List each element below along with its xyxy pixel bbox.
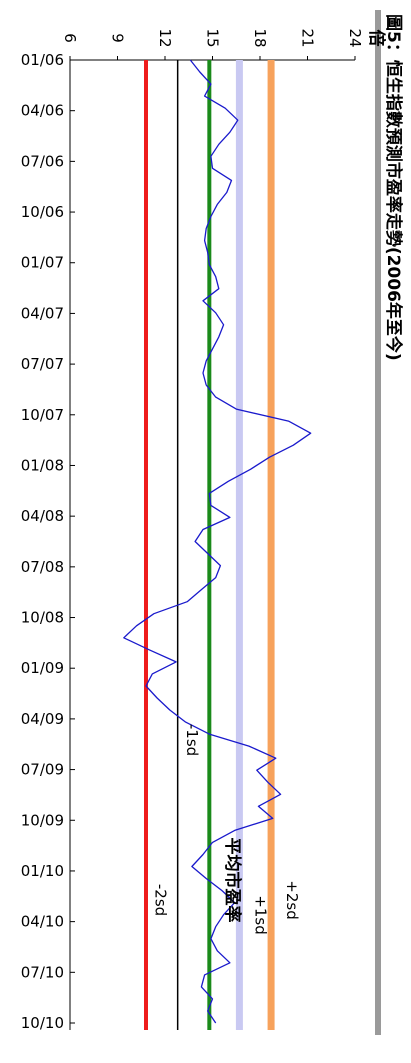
value-tick-label: 12 (156, 28, 174, 47)
reference-lines (144, 60, 275, 1030)
value-tick-label: 9 (109, 33, 127, 43)
time-tick-label: 01/07 (21, 254, 64, 272)
time-tick-label: 10/07 (21, 406, 64, 424)
value-axis-unit: 倍 (366, 30, 387, 47)
chart-title: 圖5：恒生指數預測市盈率走勢(2006年至今) (383, 14, 404, 361)
value-tick-label: 15 (204, 28, 222, 47)
time-tick-label: 04/06 (21, 102, 64, 120)
reference-line-label: 平均市盈率 (222, 838, 243, 923)
reference-line-label: -2sd (152, 884, 170, 916)
time-tick-label: 04/10 (21, 913, 64, 931)
time-tick-label: 10/06 (21, 203, 64, 221)
time-tick-label: 07/06 (21, 152, 64, 170)
time-tick-label: 10/08 (21, 609, 64, 627)
reference-line-label: +1sd (251, 895, 269, 934)
time-tick-label: 04/09 (21, 710, 64, 728)
value-tick-label: 6 (61, 33, 79, 43)
caption-side-bar (375, 10, 381, 1035)
annotations: +2sd +1sd 平均市盈率 -1sd -2sd (152, 724, 301, 935)
time-tick-label: 10/09 (21, 811, 64, 829)
series-group (123, 59, 312, 1024)
reference-line-label: -1sd (183, 724, 201, 756)
time-tick-label: 07/07 (21, 355, 64, 373)
time-tick-label: 01/08 (21, 456, 64, 474)
time-tick-label: 07/08 (21, 558, 64, 576)
value-tick-label: 18 (251, 28, 269, 47)
time-tick-label: 01/10 (21, 862, 64, 880)
pe-series-line (123, 59, 312, 1024)
time-tick-label: 07/09 (21, 761, 64, 779)
value-tick-label: 21 (299, 28, 317, 47)
value-tick-label: 24 (346, 28, 364, 47)
time-tick-label: 01/06 (21, 51, 64, 69)
time-tick-label: 10/10 (21, 1014, 64, 1032)
reference-line-label: +2sd (283, 880, 301, 919)
time-tick-label: 01/09 (21, 659, 64, 677)
time-tick-label: 07/10 (21, 963, 64, 981)
time-tick-label: 04/07 (21, 304, 64, 322)
axes: 6 9 12 15 18 21 24 倍 01/06 04/06 07/06 10/06 01/07 04… (21, 28, 387, 1032)
time-tick-label: 04/08 (21, 507, 64, 525)
